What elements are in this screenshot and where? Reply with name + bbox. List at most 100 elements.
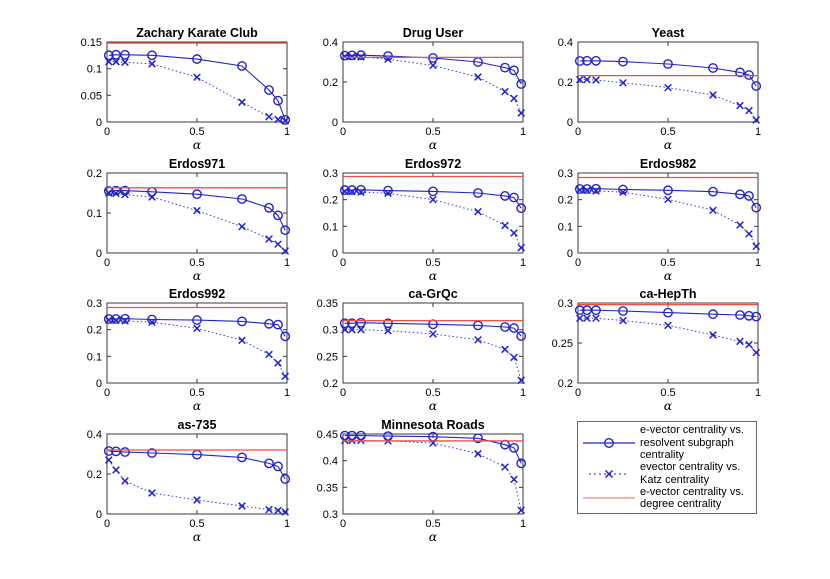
x-tick-label: 0.5 [189, 518, 204, 530]
y-tick-label: 0 [96, 378, 102, 390]
subplot-title: Erdos972 [405, 157, 461, 171]
axes-box [342, 302, 524, 384]
subplot-title: Erdos982 [640, 157, 696, 171]
axes-box [106, 172, 288, 254]
y-tick-label: 0.3 [323, 509, 338, 521]
x-markers [104, 57, 290, 125]
resolvent-series-line [344, 189, 522, 209]
x-tick-label: 1 [520, 387, 526, 399]
subplot-title: Erdos971 [169, 157, 225, 171]
y-tick-label: 0.1 [87, 64, 102, 76]
x-tick-label: 0 [104, 257, 110, 269]
subplot-title: ca-GrQc [408, 287, 457, 301]
y-tick-label: 0.05 [81, 90, 102, 102]
katz-series-line [108, 459, 286, 513]
x-tick-label: 0.5 [660, 387, 675, 399]
circle-markers [103, 446, 291, 484]
legend-entry-degree: e-vector centrality vs. degree centralit… [578, 486, 756, 511]
katz-series-line [579, 79, 757, 121]
x-tick-label: 0.5 [660, 257, 675, 269]
y-tick-label: 0.45 [317, 429, 338, 441]
x-markers [340, 436, 526, 515]
subplot-yeast: 0 0.5 1 0 0.2 0.4 Yeast α [558, 26, 762, 152]
tick-marks [342, 172, 524, 254]
axes-box [342, 172, 524, 254]
tick-marks [342, 433, 524, 515]
x-tick-label: 0 [575, 126, 581, 138]
y-tick-label: 0.2 [323, 378, 338, 390]
y-tick-label: 0.15 [81, 37, 102, 49]
tick-marks [577, 172, 759, 254]
subplot-erdos982: 0 0.5 1 0 0.1 0.2 0.3 Erdos982 α [558, 157, 762, 283]
x-axis-label: α [193, 268, 202, 283]
legend-entry-resolvent: e-vector centrality vs. resolvent subgra… [578, 424, 756, 461]
x-markers [575, 186, 761, 251]
axes-box [106, 433, 288, 515]
tick-marks [106, 433, 288, 515]
x-markers [575, 75, 761, 124]
x-markers [575, 314, 761, 357]
resolvent-series-line [344, 54, 522, 85]
circle-markers [574, 305, 762, 322]
x-tick-label: 1 [520, 257, 526, 269]
y-tick-label: 0.1 [87, 208, 102, 220]
resolvent-series-line [579, 309, 757, 318]
y-tick-label: 0.3 [323, 168, 338, 180]
x-markers [340, 187, 526, 252]
subplot-ca-hepth: 0 0.5 1 0.2 0.25 0.3 ca-HepTh α [552, 287, 762, 413]
y-tick-label: 0.2 [87, 168, 102, 180]
resolvent-series-line [108, 318, 286, 337]
y-tick-label: 0 [332, 117, 338, 129]
y-tick-label: 0 [567, 248, 573, 260]
y-tick-label: 0 [96, 509, 102, 521]
x-tick-label: 1 [520, 518, 526, 530]
circle-markers [574, 55, 762, 91]
subplot-minnesota-roads: 0 0.5 1 0.3 0.35 0.4 0.45 Minnesota Roads α [317, 418, 527, 544]
x-tick-label: 0.5 [189, 126, 204, 138]
axes-box [577, 172, 759, 254]
legend-line-circle-icon [578, 436, 640, 450]
x-tick-label: 0.5 [425, 257, 440, 269]
x-tick-label: 0.5 [660, 126, 675, 138]
subplot-zachary-karate-club: 0 0.5 1 0 0.05 0.1 0.15 Zachary Karate Club α [81, 26, 291, 152]
x-tick-label: 0.5 [189, 257, 204, 269]
x-axis-label: α [193, 398, 202, 413]
legend-entry-label: e-vector centrality vs. resolvent subgra… [640, 424, 744, 462]
x-tick-label: 0 [104, 387, 110, 399]
y-tick-label: 0.2 [323, 77, 338, 89]
axes-box [342, 433, 524, 515]
x-tick-label: 0 [575, 257, 581, 269]
tick-marks [342, 41, 524, 123]
legend-line-x-icon [578, 467, 640, 481]
x-axis-label: α [193, 137, 202, 152]
x-axis-label: α [193, 529, 202, 544]
x-tick-label: 1 [284, 126, 290, 138]
subplot-title: Minnesota Roads [381, 418, 485, 432]
legend-entry-label: e-vector centrality vs. degree centralit… [640, 485, 744, 511]
tick-marks [342, 302, 524, 384]
x-tick-label: 1 [284, 518, 290, 530]
resolvent-series-line [108, 54, 286, 121]
x-tick-label: 0 [104, 126, 110, 138]
circle-markers [339, 184, 527, 214]
x-tick-label: 0.5 [425, 126, 440, 138]
x-tick-label: 0 [340, 518, 346, 530]
x-tick-label: 1 [755, 126, 761, 138]
x-tick-label: 1 [284, 387, 290, 399]
y-tick-label: 0.4 [323, 37, 338, 49]
circle-markers [103, 313, 291, 342]
x-tick-label: 0.5 [425, 518, 440, 530]
x-markers [104, 189, 290, 255]
subplot-title: Drug User [403, 26, 464, 40]
x-tick-label: 0 [340, 257, 346, 269]
y-tick-label: 0.1 [87, 351, 102, 363]
y-tick-label: 0 [567, 117, 573, 129]
legend-entry-katz: evector centrality vs. Katz centrality [578, 461, 756, 486]
y-tick-label: 0.3 [558, 298, 573, 310]
x-axis-label: α [429, 268, 438, 283]
resolvent-series-line [579, 60, 757, 87]
x-axis-label: α [429, 137, 438, 152]
subplot-title: ca-HepTh [640, 287, 697, 301]
y-tick-label: 0.2 [558, 77, 573, 89]
